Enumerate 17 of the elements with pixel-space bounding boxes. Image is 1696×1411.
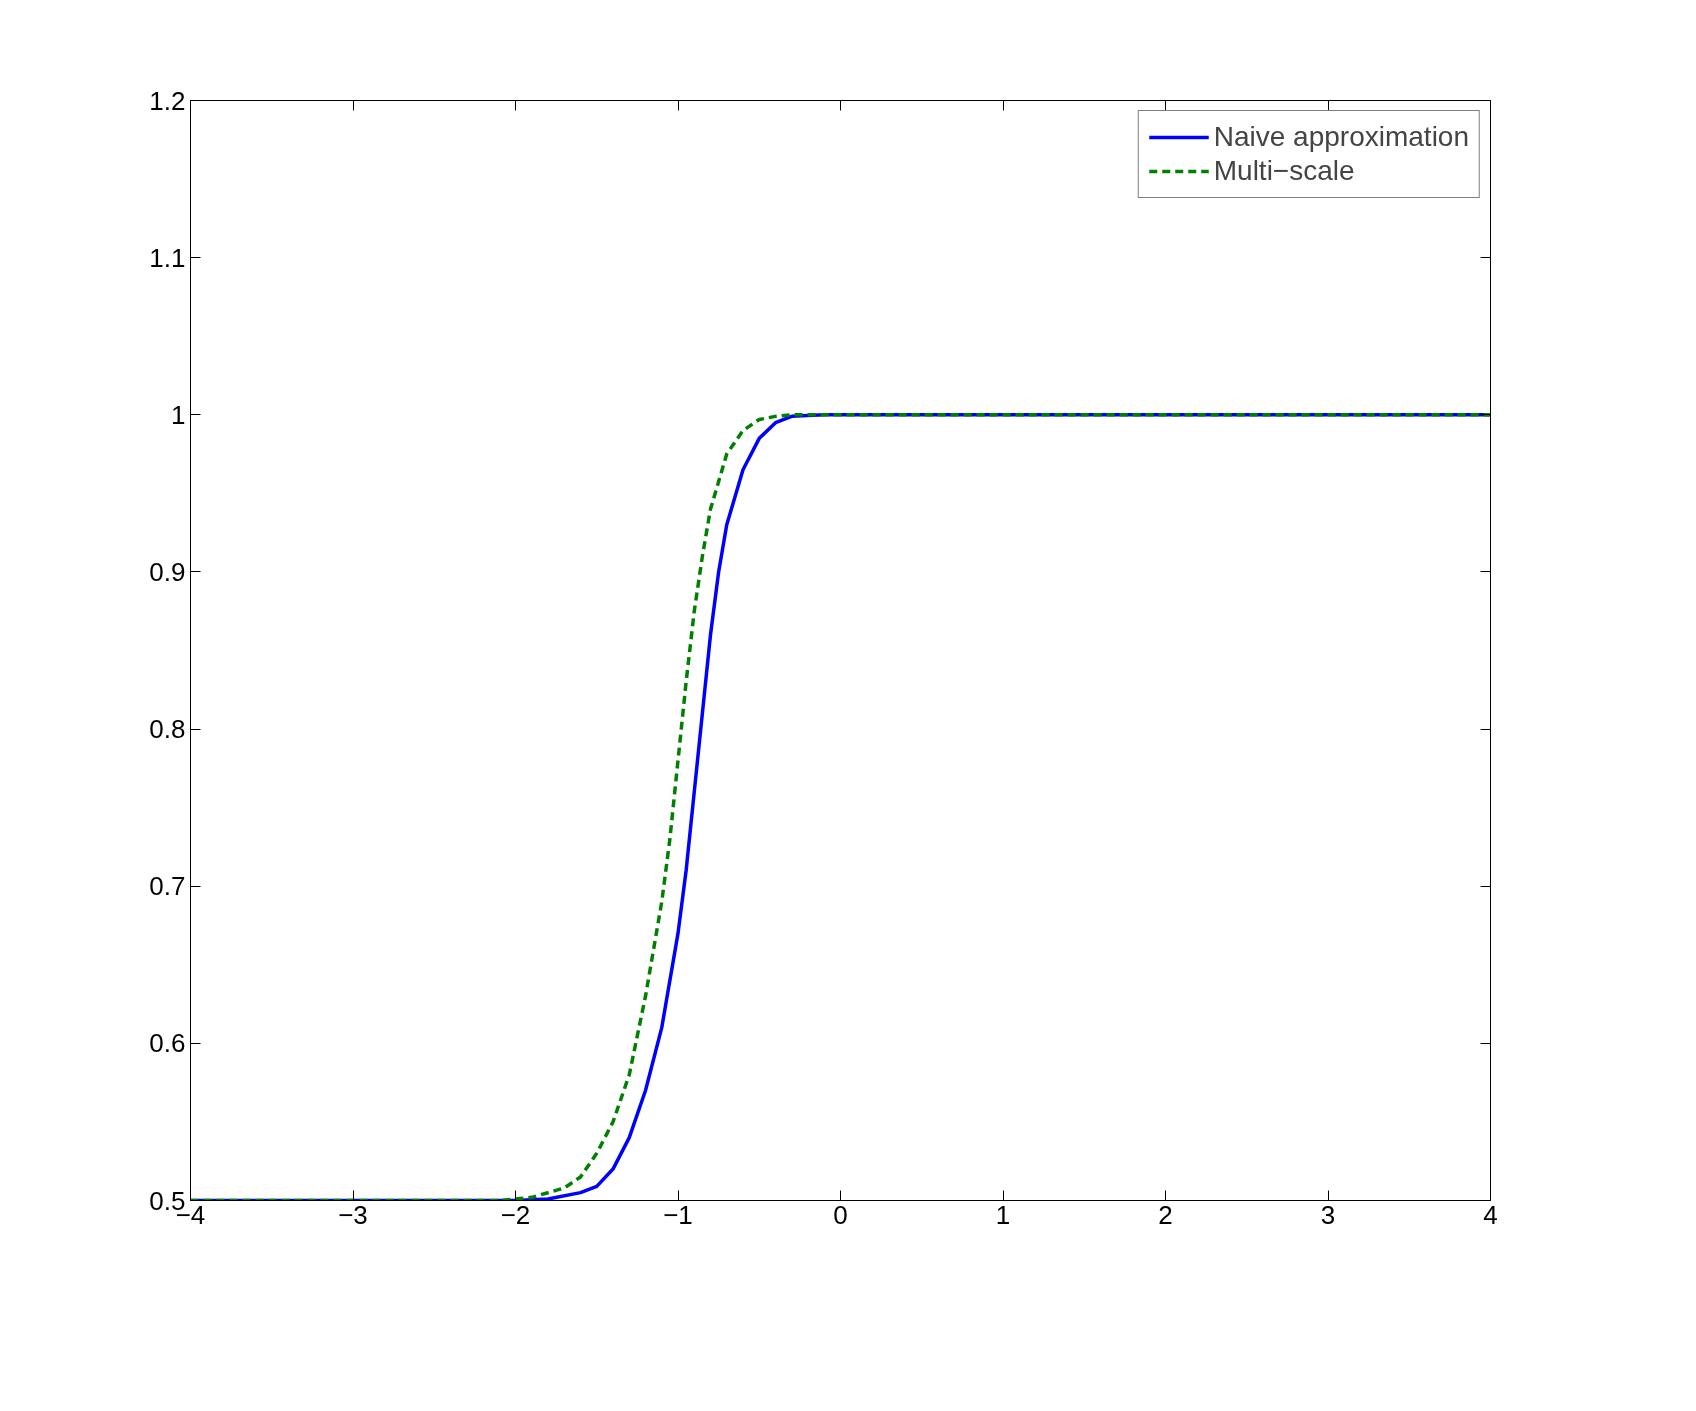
x-tick-label: 0 (833, 1199, 848, 1230)
x-tick-label: 3 (1320, 1199, 1336, 1230)
y-tick-label: 1 (171, 399, 186, 430)
x-tick-label: −1 (663, 1199, 693, 1230)
y-tick-label: 0.8 (149, 714, 186, 745)
x-tick-label: 4 (1483, 1199, 1498, 1230)
legend-label: Multi−scale (1213, 155, 1355, 187)
y-tick-label: 0.7 (149, 871, 186, 902)
y-tick-label: 0.9 (149, 556, 186, 587)
y-tick-label: 1.2 (149, 85, 186, 116)
x-tick-label: 1 (995, 1199, 1011, 1230)
y-tick-label: 0.6 (149, 1028, 186, 1059)
x-tick-label: −2 (500, 1199, 531, 1230)
x-tick-label: 2 (1158, 1199, 1173, 1230)
x-tick-label: −3 (338, 1199, 368, 1230)
legend-label: Naive approximation (1213, 121, 1469, 153)
y-tick-label: 1.1 (149, 242, 186, 273)
